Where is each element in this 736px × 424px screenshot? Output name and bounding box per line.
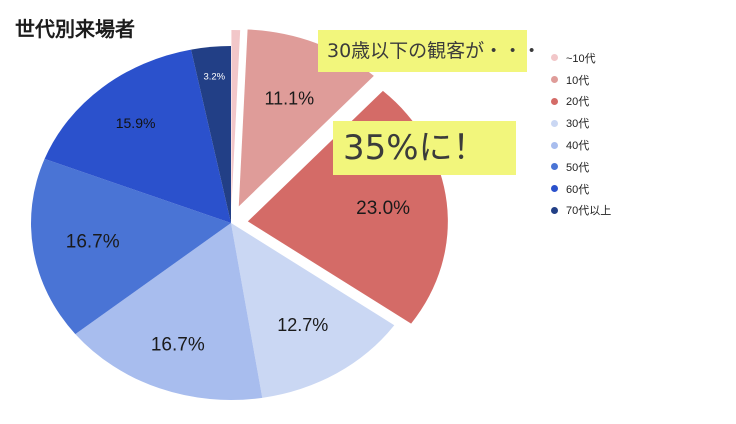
- legend-marker: [551, 97, 558, 105]
- pie-slice-40s: [75, 223, 263, 400]
- pie-slice-50s: [31, 158, 231, 335]
- pie-slice-under-10: [231, 30, 241, 207]
- legend-marker: [551, 141, 558, 149]
- legend-item-60s: 60代: [551, 178, 611, 200]
- legend-item-under-10: ~10代: [551, 47, 611, 69]
- pie-slice-30s: [231, 223, 395, 398]
- legend-item-50s: 50代: [551, 156, 611, 178]
- legend-label: ~10代: [566, 52, 596, 65]
- legend-item-30s: 30代: [551, 112, 611, 134]
- legend-marker: [551, 206, 558, 214]
- legend-label: 20代: [566, 96, 590, 109]
- chart-title: 世代別来場者: [15, 17, 135, 41]
- legend-label: 50代: [566, 161, 590, 174]
- callout-text: 30歳以下の観客が・・・: [327, 40, 542, 62]
- legend-marker: [551, 163, 558, 171]
- legend-label: 30代: [566, 118, 590, 131]
- legend-label: 10代: [566, 74, 590, 87]
- legend-marker: [551, 54, 558, 62]
- legend-label: 60代: [566, 183, 590, 196]
- callout-under-30-visitors: 30歳以下の観客が・・・: [318, 30, 541, 72]
- data-label-20s: 23.0%: [356, 198, 410, 219]
- pie-slice-60s: [44, 49, 232, 223]
- data-label-60s: 15.9%: [116, 115, 156, 131]
- callout-35-percent: 35%に！: [333, 121, 516, 175]
- legend-label: 70代以上: [566, 205, 612, 218]
- data-label-10s: 11.1%: [264, 88, 314, 108]
- legend-marker: [551, 76, 558, 84]
- legend-item-10s: 10代: [551, 69, 611, 91]
- data-label-70s-plus: 3.2%: [203, 71, 225, 82]
- legend-item-20s: 20代: [551, 91, 611, 113]
- data-label-50s: 16.7%: [66, 232, 120, 253]
- pie-slice-10s: [238, 29, 374, 207]
- legend-item-70s-plus: 70代以上: [551, 200, 611, 222]
- data-label-40s: 16.7%: [151, 335, 205, 356]
- legend-marker: [551, 185, 558, 193]
- callout-text: 35%に！: [343, 128, 487, 168]
- legend-marker: [551, 119, 558, 127]
- chart-legend: ~10代 10代 20代 30代 40代 50代 60代 70代以上: [551, 47, 611, 221]
- pie-slice-70s-plus: [191, 46, 231, 223]
- data-label-30s: 12.7%: [277, 315, 328, 335]
- legend-item-40s: 40代: [551, 134, 611, 156]
- legend-label: 40代: [566, 140, 590, 153]
